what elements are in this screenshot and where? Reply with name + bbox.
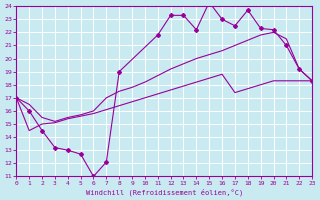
X-axis label: Windchill (Refroidissement éolien,°C): Windchill (Refroidissement éolien,°C) bbox=[85, 188, 243, 196]
